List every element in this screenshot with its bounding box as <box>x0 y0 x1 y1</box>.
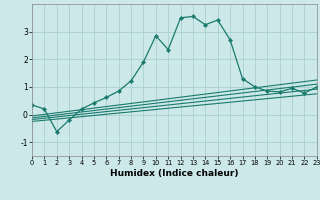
X-axis label: Humidex (Indice chaleur): Humidex (Indice chaleur) <box>110 169 239 178</box>
